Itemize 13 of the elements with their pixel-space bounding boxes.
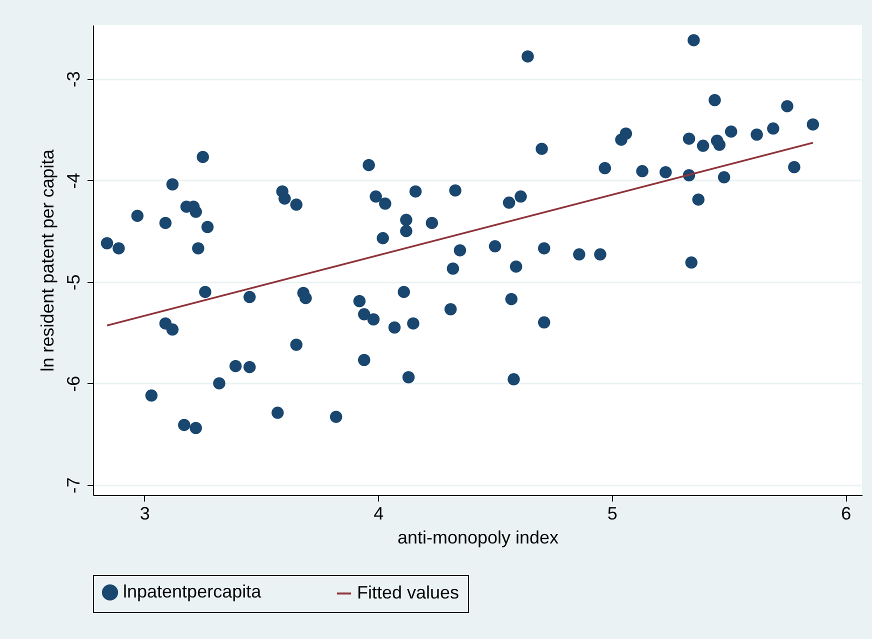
y-tick-label: -4	[64, 172, 84, 189]
legend-label: Fitted values	[357, 582, 460, 602]
x-tick-label: 4	[374, 504, 384, 524]
x-tick-label: 6	[841, 504, 852, 524]
y-tick-label: -7	[64, 477, 84, 494]
y-tick-label: -3	[64, 71, 84, 88]
x-axis-title: anti-monopoly index	[397, 528, 559, 548]
legend-label: lnpatentpercapita	[123, 581, 262, 602]
x-tick-label: 5	[607, 504, 618, 524]
y-tick-label: -6	[64, 376, 84, 392]
x-tick-label: 3	[140, 504, 150, 524]
y-tick-label: -5	[64, 274, 84, 290]
y-axis-title: ln resident patent per capita	[38, 148, 58, 372]
